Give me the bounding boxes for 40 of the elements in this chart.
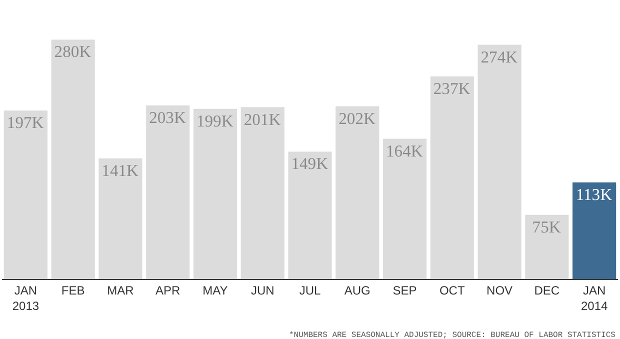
x-tick-label: SEP xyxy=(392,283,417,298)
data-label: 197K xyxy=(6,113,44,132)
data-label: 274K xyxy=(480,47,518,66)
x-tick-label: MAR xyxy=(107,283,134,298)
bar xyxy=(240,107,284,279)
data-label: 203K xyxy=(149,108,186,128)
data-label: 202K xyxy=(338,108,376,128)
data-label: 141K xyxy=(102,161,139,180)
x-tick-label: OCT xyxy=(439,283,466,298)
bar xyxy=(430,76,474,279)
x-tick-label: APR xyxy=(156,283,181,298)
x-tick-label: JAN 2014 xyxy=(580,283,608,313)
bar xyxy=(288,152,332,279)
x-tick-label: FEB xyxy=(61,283,85,298)
bar xyxy=(4,110,48,279)
bar xyxy=(525,214,569,279)
bar xyxy=(478,44,522,279)
bar xyxy=(98,158,142,279)
bar xyxy=(51,40,95,279)
x-tick-label: MAY xyxy=(202,283,228,298)
x-tick-label: DEC xyxy=(534,283,560,298)
bar xyxy=(336,106,380,279)
data-label: 113K xyxy=(576,185,612,204)
data-label: 280K xyxy=(54,42,92,62)
data-label: 75K xyxy=(532,218,561,237)
bar xyxy=(572,182,616,279)
bar xyxy=(146,105,190,279)
bar xyxy=(193,108,238,279)
x-tick-label: NOV xyxy=(486,283,513,298)
x-tick-label: JUL xyxy=(299,283,321,298)
x-tick-label: JAN 2013 xyxy=(12,283,40,313)
data-label: 199K xyxy=(196,111,234,130)
text: *NUMBERS ARE SEASONALLY ADJUSTED; SOURCE: BUREAU OF LABOR STATISTICS xyxy=(289,331,616,339)
x-tick-label: JUN xyxy=(250,283,274,298)
bar xyxy=(382,138,427,279)
x-tick-label: AUG xyxy=(344,283,370,298)
data-label: 201K xyxy=(244,110,281,129)
data-label: 164K xyxy=(386,141,423,160)
data-label: 149K xyxy=(291,154,328,174)
data-label: 237K xyxy=(433,78,470,98)
